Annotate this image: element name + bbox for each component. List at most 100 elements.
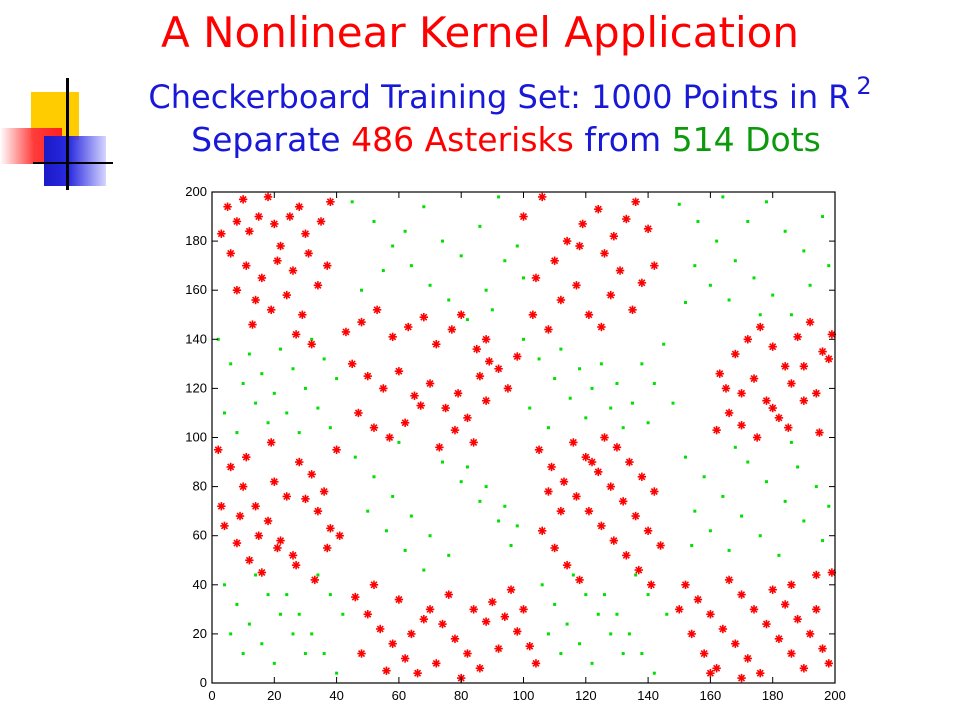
x-tick-label: 20 (267, 688, 281, 703)
data-point-asterisk (273, 543, 282, 553)
data-point-asterisk (291, 560, 301, 570)
data-point-dot (366, 509, 370, 513)
data-point-asterisk (310, 575, 319, 585)
data-point-dot (403, 548, 407, 552)
data-point-dot (683, 455, 687, 459)
data-point-asterisk (263, 516, 273, 526)
math-superscript: 2 (856, 72, 872, 100)
data-point-asterisk (307, 470, 316, 479)
data-point-asterisk (441, 403, 450, 413)
data-point-asterisk (612, 443, 622, 452)
data-point-asterisk (220, 521, 229, 531)
data-point-dot (222, 583, 226, 587)
data-point-asterisk (450, 634, 460, 644)
data-point-dot (341, 612, 345, 616)
data-point-asterisk (450, 425, 460, 435)
data-point-asterisk (643, 526, 653, 535)
data-point-dot (381, 269, 385, 273)
data-point-asterisk (569, 438, 578, 447)
data-point-dot (652, 381, 656, 385)
data-point-dot (335, 671, 339, 675)
data-point-dot (640, 652, 644, 656)
data-point-asterisk (721, 384, 731, 393)
data-point-dot (229, 632, 233, 636)
data-point-asterisk (762, 396, 771, 405)
data-point-asterisk (413, 668, 422, 678)
data-point-asterisk (357, 317, 366, 327)
data-point-asterisk (600, 433, 609, 442)
x-tick-label: 80 (454, 688, 468, 703)
data-point-asterisk (724, 408, 734, 418)
data-point-dot (303, 386, 307, 390)
data-point-dot (297, 612, 301, 616)
data-point-dot (690, 544, 694, 548)
data-point-dot (571, 573, 575, 577)
data-point-asterisk (594, 467, 603, 477)
data-point-asterisk (581, 452, 590, 462)
data-point-asterisk (432, 659, 441, 668)
subtitle2-count-dots: 514 (671, 120, 735, 159)
data-point-dot (222, 411, 226, 415)
data-point-asterisk (232, 286, 242, 295)
data-point-asterisk (242, 261, 251, 270)
data-point-asterisk (752, 433, 762, 442)
data-point-dot (631, 401, 635, 405)
data-point-dot (721, 494, 725, 498)
data-point-asterisk (351, 592, 360, 602)
data-point-asterisk (550, 543, 559, 553)
data-point-dot (515, 244, 519, 248)
data-point-asterisk (276, 536, 285, 545)
data-point-dot (503, 504, 507, 508)
data-point-asterisk (232, 217, 242, 226)
data-point-dot (522, 337, 525, 341)
data-point-asterisk (756, 668, 765, 678)
data-point-dot (235, 602, 239, 606)
x-tick-label: 0 (208, 688, 215, 703)
subtitle-text: Checkerboard Training Set: 1000 Points i… (148, 78, 819, 116)
data-point-asterisk (737, 673, 746, 683)
data-point-asterisk (323, 261, 332, 270)
data-point-asterisk (226, 462, 235, 472)
data-point-dot (285, 593, 289, 597)
data-point-dot (777, 553, 781, 557)
data-point-dot (397, 440, 401, 444)
data-point-asterisk (824, 354, 833, 364)
subtitle2-word-asterisks: Asterisks (424, 120, 574, 159)
data-point-asterisk (354, 408, 363, 418)
data-point-asterisk (235, 511, 245, 521)
data-point-asterisk (307, 340, 316, 349)
data-point-asterisk (388, 639, 397, 648)
data-point-dot (291, 632, 295, 636)
data-point-asterisk (379, 384, 388, 393)
decor-blue-square (44, 136, 106, 186)
data-point-dot (615, 381, 619, 385)
data-point-dot (802, 519, 806, 523)
data-point-asterisk (550, 256, 559, 265)
data-point-asterisk (282, 492, 291, 501)
data-point-asterisk (251, 295, 260, 305)
data-point-dot (783, 499, 787, 503)
data-point-asterisk (799, 664, 809, 673)
data-point-asterisk (500, 612, 510, 621)
data-point-dot (515, 524, 519, 528)
data-point-dot (391, 494, 395, 498)
data-point-asterisk (494, 364, 503, 373)
data-point-dot (827, 264, 831, 268)
data-point-dot (459, 480, 463, 484)
data-point-asterisk (712, 425, 721, 435)
data-point-asterisk (584, 506, 594, 516)
data-point-dot (821, 539, 825, 543)
data-point-asterisk (270, 477, 279, 486)
data-point-asterisk (597, 322, 606, 332)
decor-vertical-line (66, 78, 69, 190)
data-point-asterisk (291, 330, 301, 339)
data-point-dot (565, 622, 569, 626)
data-point-asterisk (706, 668, 715, 678)
data-point-dot (590, 386, 594, 390)
data-point-asterisk (282, 290, 291, 300)
data-point-asterisk (394, 367, 404, 376)
data-point-asterisk (547, 462, 556, 472)
data-point-dot (478, 499, 482, 503)
data-point-asterisk (600, 249, 609, 258)
x-tick-label: 200 (824, 688, 846, 703)
